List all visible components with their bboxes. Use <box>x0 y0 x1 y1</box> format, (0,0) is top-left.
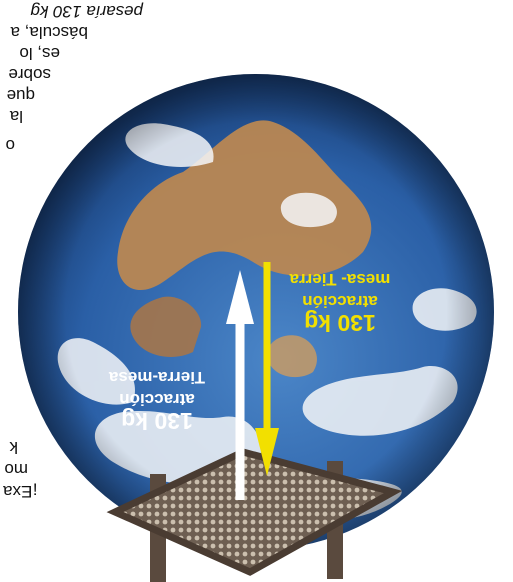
text-line: ¡Exa <box>3 482 38 501</box>
text-line: pesaría 130 kg <box>30 2 143 21</box>
force-line2: Tierra-mesa <box>108 368 206 387</box>
force-value: 130 kg <box>121 408 193 434</box>
globe-shading <box>18 74 494 550</box>
force-line1: atracción <box>119 390 195 409</box>
text-line: o <box>5 136 15 155</box>
force-line2: mesa- Tierra <box>289 270 391 289</box>
force-label-yellow: 130 kg atracción mesa- Tierra <box>265 268 415 336</box>
force-line1: atracción <box>302 292 378 311</box>
arrow-yellow <box>255 262 279 476</box>
text-line: que <box>6 86 35 105</box>
force-label-white: 130 kg atracción Tierra-mesa <box>87 366 227 434</box>
text-line: es, lo <box>19 44 60 63</box>
text-line: sobre <box>8 65 51 84</box>
text-line: la <box>9 107 23 126</box>
text-line: mo <box>4 460 28 479</box>
text-line: k <box>9 438 19 457</box>
force-value: 130 kg <box>304 310 376 336</box>
text-line: báscula, a <box>10 23 89 42</box>
arrow-white <box>226 270 254 500</box>
